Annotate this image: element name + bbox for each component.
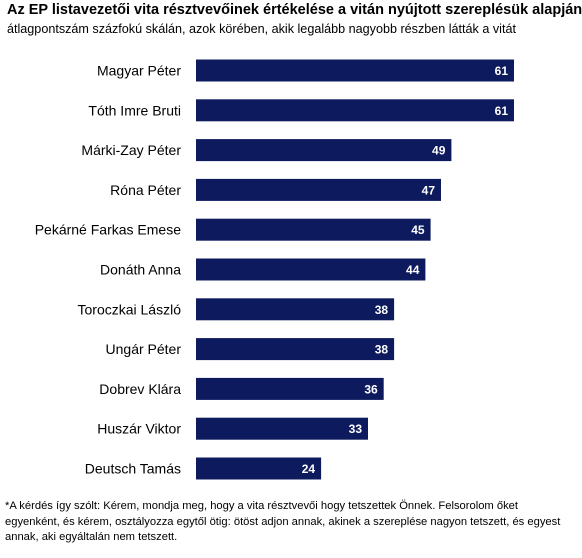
bar bbox=[196, 338, 395, 361]
chart-title: Az EP listavezetői vita résztvevőinek ér… bbox=[7, 2, 582, 18]
data-label: 44 bbox=[406, 263, 420, 277]
category-label: Huszár Viktor bbox=[97, 421, 181, 437]
data-label: 45 bbox=[411, 223, 425, 237]
category-label: Deutsch Tamás bbox=[85, 461, 181, 477]
bar bbox=[196, 59, 514, 82]
category-label: Dobrev Klára bbox=[99, 381, 181, 397]
data-label: 61 bbox=[495, 104, 509, 118]
bar bbox=[196, 417, 368, 440]
bar bbox=[196, 457, 322, 480]
data-label: 47 bbox=[422, 183, 436, 197]
data-label: 38 bbox=[375, 303, 389, 317]
category-label: Tóth Imre Bruti bbox=[88, 102, 181, 118]
bar bbox=[196, 178, 441, 201]
bar bbox=[196, 218, 431, 241]
category-label: Róna Péter bbox=[110, 182, 181, 198]
category-label: Márki-Zay Péter bbox=[81, 142, 181, 158]
data-label: 49 bbox=[432, 144, 446, 158]
data-label: 61 bbox=[495, 64, 509, 78]
category-label: Pekárné Farkas Emese bbox=[35, 222, 181, 238]
data-label: 38 bbox=[375, 343, 389, 357]
chart-subtitle: átlagpontszám százfokú skálán, azok köré… bbox=[7, 22, 516, 36]
data-label: 33 bbox=[349, 422, 363, 436]
footnote: *A kérdés így szólt: Kérem, mondja meg, … bbox=[5, 500, 561, 543]
bar bbox=[196, 298, 395, 321]
category-label: Ungár Péter bbox=[106, 341, 182, 357]
data-label: 24 bbox=[302, 462, 316, 476]
category-label: Magyar Péter bbox=[97, 63, 181, 79]
bar bbox=[196, 139, 452, 162]
bar bbox=[196, 258, 426, 281]
bar-chart: Magyar Péter 61 Tóth Imre Bruti 61 Márki-Zay… bbox=[35, 59, 514, 480]
category-label: Toroczkai László bbox=[78, 301, 182, 317]
bar bbox=[196, 99, 514, 122]
category-label: Donáth Anna bbox=[100, 262, 181, 278]
bar bbox=[196, 377, 384, 400]
data-label: 36 bbox=[364, 382, 378, 396]
